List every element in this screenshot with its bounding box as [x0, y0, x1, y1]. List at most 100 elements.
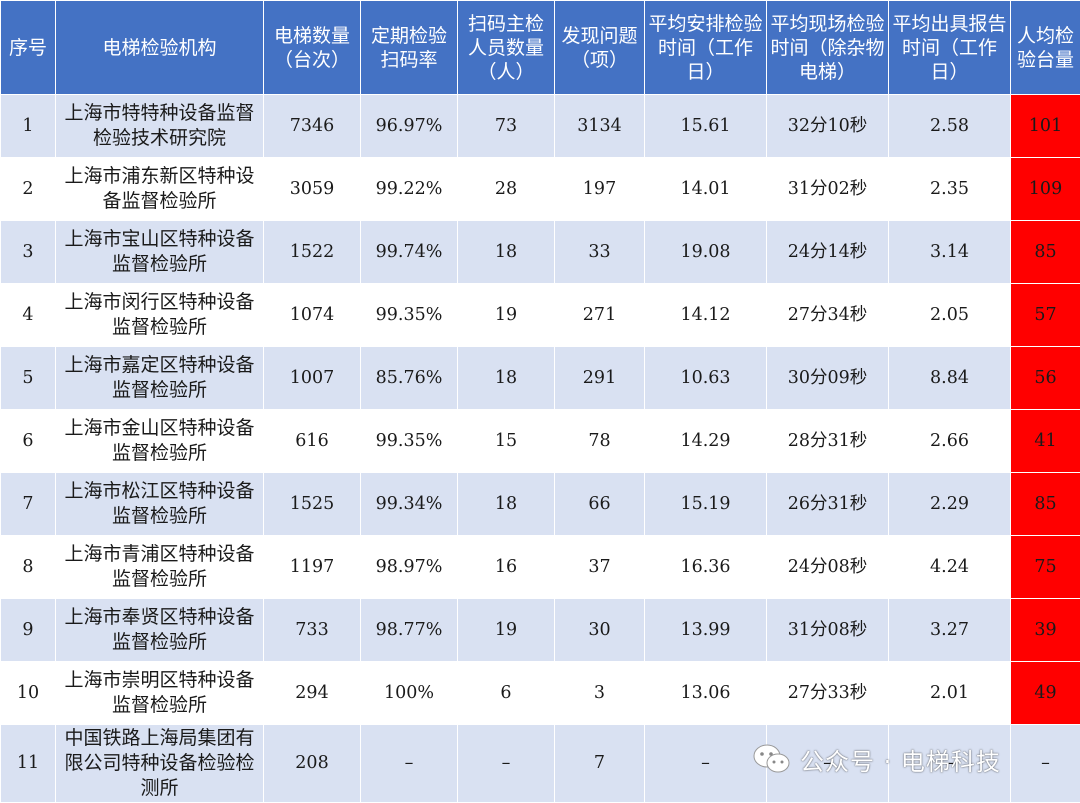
cell-scan-rate: – [361, 725, 458, 803]
cell-issues: 3 [555, 662, 645, 725]
cell-sched: 14.29 [645, 410, 767, 473]
cell-report: 2.29 [889, 473, 1011, 536]
cell-scan-rate: 96.97% [361, 95, 458, 158]
col-header-issues: 发现问题（项） [555, 1, 645, 95]
cell-per-capita: – [1011, 725, 1080, 803]
cell-seq: 3 [1, 221, 56, 284]
cell-org: 上海市浦东新区特种设备监督检验所 [56, 158, 264, 221]
cell-per-capita: 101 [1011, 95, 1080, 158]
header-row: 序号 电梯检验机构 电梯数量（台次） 定期检验扫码率 扫码主检人员数量（人） 发… [1, 1, 1080, 95]
col-header-staff: 扫码主检人员数量（人） [458, 1, 555, 95]
cell-scan-rate: 99.35% [361, 410, 458, 473]
cell-report: 2.35 [889, 158, 1011, 221]
cell-sched: 14.01 [645, 158, 767, 221]
cell-per-capita: 57 [1011, 284, 1080, 347]
cell-org: 中国铁路上海局集团有限公司特种设备检验检测所 [56, 725, 264, 803]
cell-staff: 73 [458, 95, 555, 158]
cell-scan-rate: 99.34% [361, 473, 458, 536]
cell-org: 上海市奉贤区特种设备监督检验所 [56, 599, 264, 662]
cell-sched: 13.06 [645, 662, 767, 725]
cell-staff: 19 [458, 599, 555, 662]
cell-count: 733 [264, 599, 361, 662]
cell-seq: 6 [1, 410, 56, 473]
cell-issues: 7 [555, 725, 645, 803]
cell-staff: – [458, 725, 555, 803]
cell-scan-rate: 99.22% [361, 158, 458, 221]
cell-seq: 10 [1, 662, 56, 725]
cell-report: 3.27 [889, 599, 1011, 662]
cell-sched: 15.19 [645, 473, 767, 536]
cell-issues: 291 [555, 347, 645, 410]
cell-seq: 11 [1, 725, 56, 803]
cell-onsite: 30分09秒 [767, 347, 889, 410]
col-header-report: 平均出具报告时间（工作日） [889, 1, 1011, 95]
cell-report: 4.24 [889, 536, 1011, 599]
cell-sched: 16.36 [645, 536, 767, 599]
cell-org: 上海市松江区特种设备监督检验所 [56, 473, 264, 536]
col-header-onsite: 平均现场检验时间（除杂物电梯） [767, 1, 889, 95]
cell-per-capita: 49 [1011, 662, 1080, 725]
col-header-seq: 序号 [1, 1, 56, 95]
cell-seq: 2 [1, 158, 56, 221]
wechat-icon [752, 742, 792, 776]
cell-scan-rate: 99.74% [361, 221, 458, 284]
cell-scan-rate: 98.97% [361, 536, 458, 599]
cell-staff: 19 [458, 284, 555, 347]
cell-count: 3059 [264, 158, 361, 221]
cell-per-capita: 39 [1011, 599, 1080, 662]
col-header-scan-rate: 定期检验扫码率 [361, 1, 458, 95]
cell-issues: 30 [555, 599, 645, 662]
cell-count: 1007 [264, 347, 361, 410]
cell-report: 2.05 [889, 284, 1011, 347]
cell-per-capita: 109 [1011, 158, 1080, 221]
cell-sched: 10.63 [645, 347, 767, 410]
cell-seq: 4 [1, 284, 56, 347]
cell-onsite: 26分31秒 [767, 473, 889, 536]
cell-org: 上海市青浦区特种设备监督检验所 [56, 536, 264, 599]
cell-report: 2.58 [889, 95, 1011, 158]
cell-count: 1525 [264, 473, 361, 536]
cell-count: 7346 [264, 95, 361, 158]
cell-per-capita: 75 [1011, 536, 1080, 599]
cell-issues: 271 [555, 284, 645, 347]
cell-sched: 19.08 [645, 221, 767, 284]
cell-per-capita: 41 [1011, 410, 1080, 473]
cell-staff: 18 [458, 221, 555, 284]
cell-scan-rate: 99.35% [361, 284, 458, 347]
cell-issues: 78 [555, 410, 645, 473]
cell-per-capita: 85 [1011, 221, 1080, 284]
cell-staff: 18 [458, 473, 555, 536]
cell-report: 2.66 [889, 410, 1011, 473]
cell-issues: 3134 [555, 95, 645, 158]
cell-count: 1074 [264, 284, 361, 347]
cell-issues: 66 [555, 473, 645, 536]
cell-issues: 33 [555, 221, 645, 284]
cell-staff: 15 [458, 410, 555, 473]
col-header-count: 电梯数量（台次） [264, 1, 361, 95]
cell-seq: 7 [1, 473, 56, 536]
col-header-sched: 平均安排检验时间（工作日） [645, 1, 767, 95]
cell-per-capita: 85 [1011, 473, 1080, 536]
cell-onsite: 24分14秒 [767, 221, 889, 284]
cell-sched: 13.99 [645, 599, 767, 662]
watermark-text: 公众号 · 电梯科技 [800, 742, 1001, 777]
watermark: 公众号 · 电梯科技 [752, 740, 1001, 778]
cell-report: 2.01 [889, 662, 1011, 725]
cell-org: 上海市宝山区特种设备监督检验所 [56, 221, 264, 284]
cell-count: 208 [264, 725, 361, 803]
cell-staff: 6 [458, 662, 555, 725]
cell-scan-rate: 100% [361, 662, 458, 725]
cell-org: 上海市特特种设备监督检验技术研究院 [56, 95, 264, 158]
col-header-org: 电梯检验机构 [56, 1, 264, 95]
cell-per-capita: 56 [1011, 347, 1080, 410]
cell-org: 上海市闵行区特种设备监督检验所 [56, 284, 264, 347]
